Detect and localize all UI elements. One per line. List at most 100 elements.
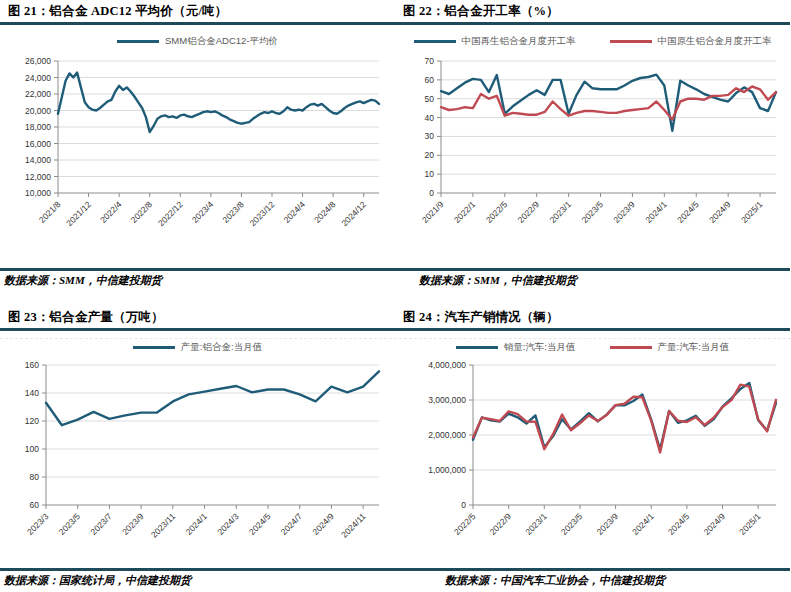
svg-text:2024/8: 2024/8 <box>312 199 338 225</box>
figures-row-top: 图 21：铝合金 ADC12 平均价（元/吨） SMM铝合金ADC12-平均价 … <box>0 0 791 292</box>
figure-21-chart-area: 10,000 12,000 14,000 16,000 18,000 20,000 22,0… <box>0 49 395 249</box>
svg-text:2024/3: 2024/3 <box>215 511 241 537</box>
svg-text:22,000: 22,000 <box>25 89 51 99</box>
svg-text:0: 0 <box>461 500 466 510</box>
svg-text:100: 100 <box>25 444 39 454</box>
figure-21-line-chart: 10,000 12,000 14,000 16,000 18,000 20,000 22,0… <box>0 49 395 249</box>
figure-22-line-chart: 0102030405060702021/92022/12022/52022/92… <box>395 49 790 249</box>
legend-label: 中国原生铝合金月度开工率 <box>658 35 772 48</box>
svg-text:2023/1: 2023/1 <box>548 199 574 225</box>
svg-text:2023/11: 2023/11 <box>149 511 178 540</box>
figure-23-source: 数据来源：国家统计局，中信建投期货 <box>0 568 395 592</box>
figure-21-legend: SMM铝合金ADC12-平均价 <box>0 34 395 49</box>
legend-line-swatch <box>610 346 652 349</box>
legend-label: 中国再生铝合金月度开工率 <box>462 35 576 48</box>
svg-text:26,000: 26,000 <box>25 56 51 66</box>
svg-text:2023/1: 2023/1 <box>523 511 549 537</box>
svg-text:2022/1: 2022/1 <box>452 199 478 225</box>
legend-line-swatch <box>133 346 175 349</box>
figure-24-source: 数据来源：中国汽车工业协会，中信建投期货 <box>395 568 790 592</box>
legend-line-swatch <box>610 40 652 43</box>
svg-text:16,000: 16,000 <box>25 139 51 149</box>
svg-text:3,000,000: 3,000,000 <box>428 395 466 405</box>
legend-label: 产量:汽车:当月值 <box>658 341 730 354</box>
svg-text:2025/1: 2025/1 <box>739 199 765 225</box>
legend-line-swatch <box>117 40 159 43</box>
svg-text:2,000,000: 2,000,000 <box>428 430 466 440</box>
svg-text:2024/9: 2024/9 <box>701 511 727 537</box>
figure-24-legend: 销量:汽车:当月值 产量:汽车:当月值 <box>395 340 790 355</box>
legend-line-swatch <box>414 40 456 43</box>
figure-23-title: 图 23：铝合金产量（万吨） <box>0 306 395 331</box>
figure-23-legend: 产量:铝合金:当月值 <box>0 340 395 355</box>
svg-text:12,000: 12,000 <box>25 172 51 182</box>
svg-text:2024/1: 2024/1 <box>643 199 669 225</box>
svg-text:80: 80 <box>30 472 40 482</box>
svg-text:1,000,000: 1,000,000 <box>428 465 466 475</box>
svg-text:2022/8: 2022/8 <box>129 199 155 225</box>
figure-22-source: 数据来源：SMM，中信建投期货 <box>395 268 790 292</box>
svg-text:18,000: 18,000 <box>25 122 51 132</box>
svg-text:2021/12: 2021/12 <box>64 199 93 228</box>
figure-22-title: 图 22：铝合金开工率（%） <box>395 0 790 25</box>
svg-text:2022/4: 2022/4 <box>98 199 124 225</box>
svg-text:2024/9: 2024/9 <box>707 199 733 225</box>
svg-text:2024/7: 2024/7 <box>279 511 305 537</box>
legend-label: 产量:铝合金:当月值 <box>181 341 262 354</box>
svg-text:20,000: 20,000 <box>25 106 51 116</box>
svg-text:2023/9: 2023/9 <box>595 511 621 537</box>
svg-text:2023/5: 2023/5 <box>579 199 605 225</box>
legend-item: 产量:汽车:当月值 <box>610 341 730 354</box>
legend-line-swatch <box>456 346 498 349</box>
svg-text:40: 40 <box>425 113 435 123</box>
svg-text:2024/1: 2024/1 <box>630 511 656 537</box>
svg-text:2024/5: 2024/5 <box>675 199 701 225</box>
svg-text:2023/9: 2023/9 <box>611 199 637 225</box>
figure-24-title: 图 24：汽车产销情况（辆） <box>395 306 790 331</box>
figure-22-legend: 中国再生铝合金月度开工率 中国原生铝合金月度开工率 <box>395 34 790 49</box>
figure-23-line-chart: 60801001201401602023/32023/52023/72023/9… <box>0 355 395 567</box>
svg-text:2024/1: 2024/1 <box>184 511 210 537</box>
svg-text:2024/5: 2024/5 <box>666 511 692 537</box>
figure-23-chart-area: 60801001201401602023/32023/52023/72023/9… <box>0 355 395 567</box>
svg-text:2024/5: 2024/5 <box>247 511 273 537</box>
svg-text:70: 70 <box>425 56 435 66</box>
legend-label: SMM铝合金ADC12-平均价 <box>165 35 278 48</box>
svg-text:2024/12: 2024/12 <box>339 199 368 228</box>
legend-item: 中国原生铝合金月度开工率 <box>610 35 772 48</box>
svg-text:2021/9: 2021/9 <box>420 199 446 225</box>
legend-item: 中国再生铝合金月度开工率 <box>414 35 576 48</box>
legend-item: 产量:铝合金:当月值 <box>133 341 262 354</box>
svg-text:2022/5: 2022/5 <box>484 199 510 225</box>
svg-text:2024/9: 2024/9 <box>310 511 336 537</box>
svg-text:2023/7: 2023/7 <box>88 511 114 537</box>
figure-21-source: 数据来源：SMM，中信建投期货 <box>0 268 395 292</box>
svg-text:2022/5: 2022/5 <box>452 511 478 537</box>
svg-text:10,000: 10,000 <box>25 188 51 198</box>
svg-text:30: 30 <box>425 131 435 141</box>
svg-text:2022/9: 2022/9 <box>488 511 514 537</box>
panel-figure-24: 图 24：汽车产销情况（辆） 销量:汽车:当月值 产量:汽车:当月值 0 1,00… <box>395 292 790 592</box>
figures-row-bottom: 图 23：铝合金产量（万吨） 产量:铝合金:当月值 60801001201401… <box>0 292 791 592</box>
report-figures-page: 图 21：铝合金 ADC12 平均价（元/吨） SMM铝合金ADC12-平均价 … <box>0 0 791 592</box>
svg-text:4,000,000: 4,000,000 <box>428 360 466 370</box>
svg-text:140: 140 <box>25 388 39 398</box>
legend-item: 销量:汽车:当月值 <box>456 341 576 354</box>
figure-24-line-chart: 0 1,000,000 2,000,000 3,000,000 4,000,000 202… <box>395 355 790 567</box>
svg-text:2021/8: 2021/8 <box>37 199 63 225</box>
svg-text:14,000: 14,000 <box>25 155 51 165</box>
svg-text:2022/12: 2022/12 <box>156 199 185 228</box>
svg-text:2025/1: 2025/1 <box>737 511 763 537</box>
figure-21-title: 图 21：铝合金 ADC12 平均价（元/吨） <box>0 0 395 25</box>
svg-text:2023/12: 2023/12 <box>248 199 277 228</box>
panel-figure-23: 图 23：铝合金产量（万吨） 产量:铝合金:当月值 60801001201401… <box>0 292 395 592</box>
svg-text:10: 10 <box>425 169 435 179</box>
panel-figure-22: 图 22：铝合金开工率（%） 中国再生铝合金月度开工率 中国原生铝合金月度开工率… <box>395 0 790 292</box>
svg-text:2023/5: 2023/5 <box>57 511 83 537</box>
figure-22-chart-area: 0102030405060702021/92022/12022/52022/92… <box>395 49 790 249</box>
svg-text:60: 60 <box>425 75 435 85</box>
svg-text:2024/11: 2024/11 <box>339 511 368 540</box>
svg-text:2022/9: 2022/9 <box>516 199 542 225</box>
panel-figure-21: 图 21：铝合金 ADC12 平均价（元/吨） SMM铝合金ADC12-平均价 … <box>0 0 395 292</box>
legend-item: SMM铝合金ADC12-平均价 <box>117 35 278 48</box>
